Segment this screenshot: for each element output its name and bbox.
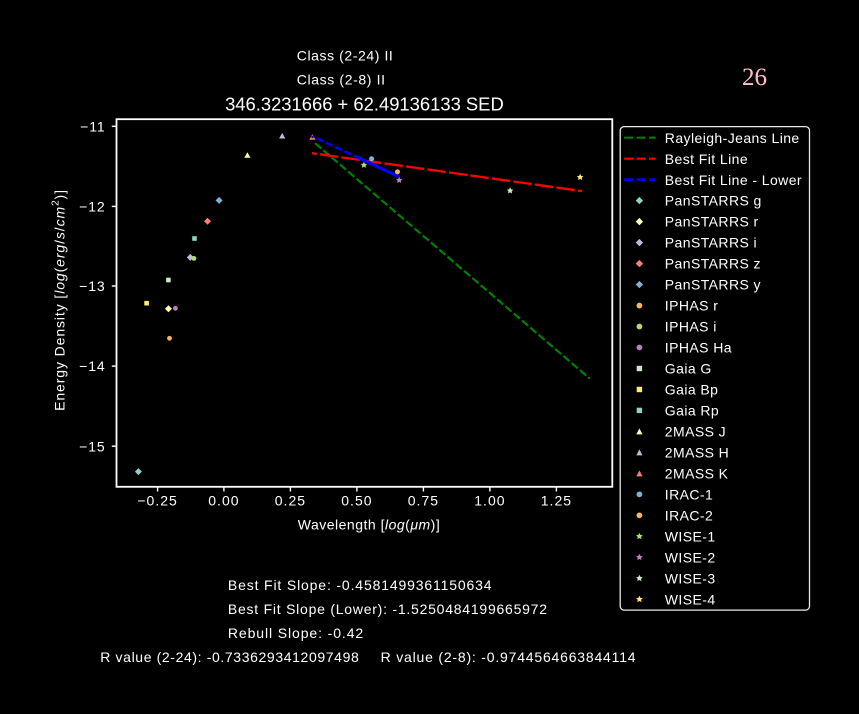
svg-text:0.25: 0.25 — [275, 493, 306, 509]
svg-text:Class (2-8) II: Class (2-8) II — [297, 71, 386, 87]
svg-text:Rebull Slope: -0.42: Rebull Slope: -0.42 — [228, 625, 364, 641]
svg-text:WISE-4: WISE-4 — [665, 591, 716, 607]
svg-text:346.3231666 + 62.49136133 SED: 346.3231666 + 62.49136133 SED — [225, 93, 504, 114]
svg-text:WISE-3: WISE-3 — [665, 570, 716, 586]
svg-text:−14: −14 — [79, 358, 105, 374]
svg-text:2MASS K: 2MASS K — [665, 466, 729, 482]
svg-text:26: 26 — [742, 64, 767, 91]
svg-text:Best Fit Line: Best Fit Line — [665, 151, 748, 167]
svg-text:IRAC-1: IRAC-1 — [665, 487, 713, 503]
svg-text:WISE-2: WISE-2 — [665, 549, 716, 565]
svg-text:Gaia Rp: Gaia Rp — [665, 403, 719, 419]
svg-text:R value (2-8): -0.974456466384: R value (2-8): -0.9744564663844114 — [381, 649, 637, 665]
svg-text:WISE-1: WISE-1 — [665, 528, 716, 544]
svg-text:PanSTARRS z: PanSTARRS z — [665, 256, 761, 272]
svg-text:0.50: 0.50 — [341, 493, 372, 509]
svg-text:Best Fit Slope: -0.45814993611: Best Fit Slope: -0.4581499361150634 — [228, 577, 493, 593]
svg-text:1.00: 1.00 — [474, 493, 505, 509]
svg-text:Best Fit Slope (Lower): -1.525: Best Fit Slope (Lower): -1.5250484199665… — [228, 601, 548, 617]
svg-text:1.25: 1.25 — [541, 493, 572, 509]
svg-text:PanSTARRS g: PanSTARRS g — [665, 193, 762, 209]
svg-text:Energy Density [log(erg/s/cm2): Energy Density [log(erg/s/cm2)] — [51, 189, 68, 411]
svg-text:−13: −13 — [79, 278, 105, 294]
svg-text:PanSTARRS i: PanSTARRS i — [665, 235, 757, 251]
svg-text:R value (2-24): -0.73362934120: R value (2-24): -0.7336293412097498 — [100, 649, 359, 665]
svg-text:−12: −12 — [79, 199, 105, 215]
svg-text:Gaia Bp: Gaia Bp — [665, 382, 719, 398]
svg-text:−15: −15 — [79, 438, 105, 454]
svg-text:2MASS H: 2MASS H — [665, 445, 729, 461]
svg-text:−0.25: −0.25 — [137, 493, 177, 509]
svg-text:0.75: 0.75 — [408, 493, 439, 509]
svg-text:Best Fit Line - Lower: Best Fit Line - Lower — [665, 172, 802, 188]
svg-text:IPHAS i: IPHAS i — [665, 319, 717, 335]
svg-text:IPHAS r: IPHAS r — [665, 298, 719, 314]
svg-text:IRAC-2: IRAC-2 — [665, 507, 713, 523]
svg-text:Wavelength [log(μm)]: Wavelength [log(μm)] — [298, 517, 440, 533]
svg-text:−11: −11 — [80, 118, 105, 134]
svg-text:IPHAS Ha: IPHAS Ha — [665, 340, 732, 356]
svg-text:Gaia G: Gaia G — [665, 361, 712, 377]
svg-text:Class (2-24) II: Class (2-24) II — [297, 47, 394, 63]
svg-text:0.00: 0.00 — [208, 493, 239, 509]
svg-text:2MASS J: 2MASS J — [665, 424, 726, 440]
svg-text:PanSTARRS y: PanSTARRS y — [665, 277, 761, 293]
svg-text:PanSTARRS r: PanSTARRS r — [665, 214, 759, 230]
svg-text:Rayleigh-Jeans Line: Rayleigh-Jeans Line — [665, 130, 800, 146]
